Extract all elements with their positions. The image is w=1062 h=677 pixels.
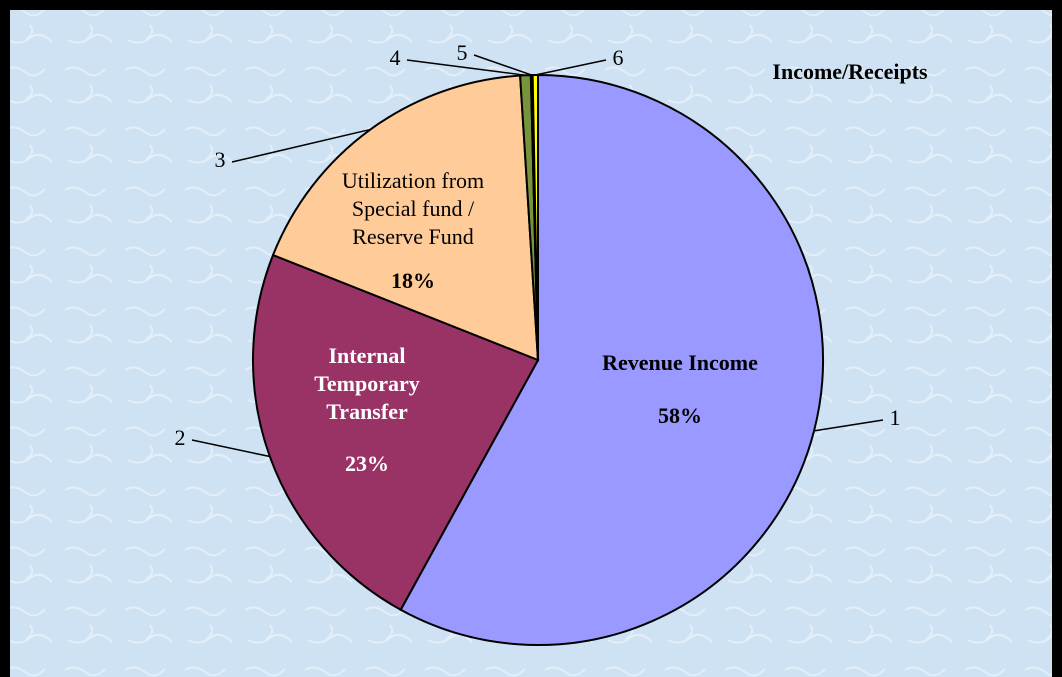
chart-title: Income/Receipts [772,59,928,84]
pie-slice [252,253,540,612]
slice-number: 4 [390,45,401,70]
pie-slice [271,74,540,362]
slice-number: 1 [890,405,901,430]
slice-number: 5 [457,40,468,65]
value-label: 23% [345,451,389,476]
leader-line [473,54,532,76]
leader-line [813,419,884,432]
value-label: 58% [658,403,702,428]
slice-label: Internal Temporary Transfer [314,343,420,424]
leader-line [191,439,271,458]
leader-line [231,128,371,163]
slice-number: 3 [215,147,226,172]
slice-number: 6 [613,45,624,70]
slice-label: Revenue Income [602,350,758,375]
value-label: 18% [391,268,435,293]
slice-number: 2 [175,425,186,450]
leader-line [535,59,607,76]
slice-label: Utilization from Special fund / Reserve Fu… [342,168,484,249]
leader-line [406,59,526,77]
